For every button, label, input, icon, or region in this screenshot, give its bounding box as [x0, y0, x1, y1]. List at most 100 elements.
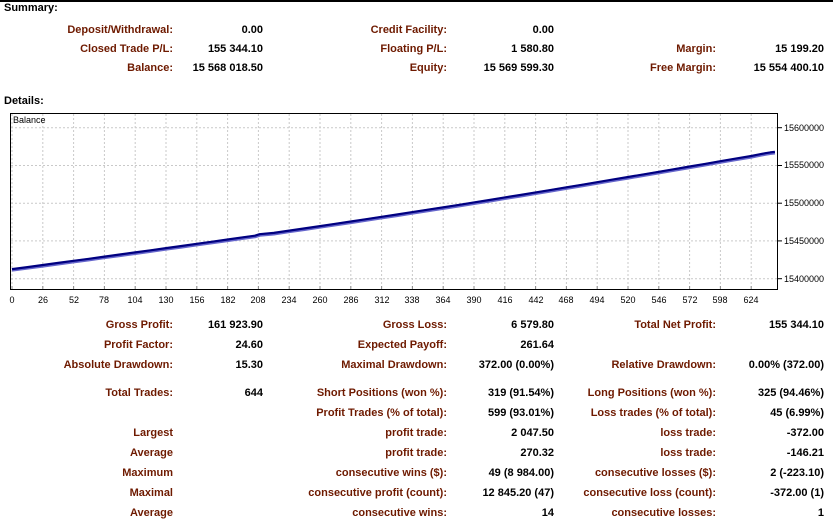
stat-label: Maximal: [129, 487, 173, 499]
y-axis-label: 15450000: [784, 236, 825, 246]
stat-label: [554, 21, 716, 40]
x-axis-label: 364: [435, 295, 451, 305]
stat-label: Floating P/L:: [380, 43, 447, 55]
stat-label: Expected Payoff:: [357, 339, 447, 351]
stat-value: 261.64: [520, 339, 554, 351]
x-axis-label: 546: [651, 295, 667, 305]
stat-value: 1: [817, 507, 824, 519]
stat-label: [554, 335, 716, 355]
stat-label: loss trade:: [660, 447, 716, 459]
stat-value: [173, 403, 263, 423]
x-axis-label: 598: [712, 295, 728, 305]
x-axis-label: 416: [497, 295, 513, 305]
x-axis-label: 520: [620, 295, 636, 305]
stat-label: [0, 403, 173, 423]
stat-label: Total Net Profit:: [634, 319, 716, 331]
stat-label: consecutive losses ($):: [594, 467, 716, 479]
stat-value: 2 (-223.10): [770, 467, 824, 479]
x-axis-label: 52: [68, 295, 79, 305]
stat-label: consecutive wins:: [352, 507, 447, 519]
y-axis-label: 15500000: [784, 198, 825, 208]
stat-value: 15 569 599.30: [483, 62, 554, 74]
stat-value: [173, 503, 263, 523]
stat-label: Maximum: [122, 467, 173, 479]
stat-value: 1 580.80: [511, 43, 554, 55]
stat-label: Deposit/Withdrawal:: [67, 24, 173, 36]
stat-value: [173, 443, 263, 463]
stat-label: Loss trades (% of total):: [590, 407, 716, 419]
stat-label: profit trade:: [385, 427, 447, 439]
x-axis-label: 312: [374, 295, 390, 305]
stat-value: 325 (94.46%): [757, 387, 824, 399]
x-axis-label: 208: [250, 295, 266, 305]
stat-value: 24.60: [235, 339, 263, 351]
window-edge: [0, 0, 833, 2]
stat-value: 0.00% (372.00): [748, 359, 824, 371]
stat-value: 15 568 018.50: [192, 62, 263, 74]
stat-value: 2 047.50: [511, 427, 554, 439]
stat-value: 155 344.10: [207, 43, 263, 55]
stat-label: consecutive profit (count):: [308, 487, 447, 499]
stat-label: Largest: [133, 427, 173, 439]
stat-label: loss trade:: [660, 427, 716, 439]
x-axis-label: 26: [37, 295, 48, 305]
x-axis-label: 624: [743, 295, 759, 305]
x-axis-label: 0: [9, 295, 15, 305]
x-axis-label: 260: [312, 295, 328, 305]
stat-label: Total Trades:: [105, 387, 173, 399]
stat-value: -372.00: [786, 427, 824, 439]
stat-label: profit trade:: [385, 447, 447, 459]
x-axis-label: 286: [343, 295, 359, 305]
x-axis-label: 156: [189, 295, 205, 305]
details-grid-bottom: Total Trades: 644 Short Positions (won %…: [0, 383, 824, 523]
x-axis-label: 130: [158, 295, 174, 305]
y-axis-label: 15550000: [784, 160, 825, 170]
x-axis-label: 182: [220, 295, 236, 305]
x-axis-label: 468: [558, 295, 574, 305]
stat-value: 45 (6.99%): [770, 407, 824, 419]
x-axis-label: 78: [98, 295, 109, 305]
stat-value: 15.30: [235, 359, 263, 371]
stat-label: Short Positions (won %):: [316, 387, 447, 399]
details-heading: Details:: [4, 95, 44, 107]
stat-value: 644: [244, 387, 263, 399]
summary-heading: Summary:: [4, 2, 58, 14]
stat-value: 155 344.10: [768, 319, 824, 331]
x-axis-label: 572: [682, 295, 698, 305]
stat-label: Balance:: [127, 62, 173, 74]
stat-value: 15 199.20: [775, 43, 824, 55]
stat-value: [173, 423, 263, 443]
stat-label: Free Margin:: [649, 62, 716, 74]
stat-label: Closed Trade P/L:: [80, 43, 173, 55]
summary-grid: Deposit/Withdrawal: 0.00 Credit Facility…: [0, 21, 824, 78]
stat-value: 372.00 (0.00%): [478, 359, 554, 371]
stat-label: Credit Facility:: [370, 24, 447, 36]
stat-value: 14: [541, 507, 554, 519]
stat-value: 319 (91.54%): [487, 387, 554, 399]
details-grid-top: Gross Profit: 161 923.90 Gross Loss: 6 5…: [0, 315, 824, 375]
stat-label: consecutive wins ($):: [335, 467, 447, 479]
x-axis-label: 442: [528, 295, 544, 305]
stat-value: 6 579.80: [511, 319, 554, 331]
stat-value: 599 (93.01%): [487, 407, 554, 419]
stat-label: Profit Factor:: [103, 339, 173, 351]
stat-value: 15 554 400.10: [753, 62, 824, 74]
x-axis-label: 338: [404, 295, 420, 305]
y-axis-label: 15600000: [784, 123, 825, 133]
stat-value: -372.00 (1): [770, 487, 824, 499]
stat-value: 0.00: [532, 24, 554, 36]
x-axis-label: 234: [281, 295, 297, 305]
stat-value: 270.32: [520, 447, 554, 459]
balance-chart: Balance 15400000 15450000 15500000 15550000…: [9, 113, 833, 318]
stat-label: Equity:: [409, 62, 447, 74]
stat-label: Long Positions (won %):: [587, 387, 716, 399]
stat-value: -146.21: [786, 447, 824, 459]
stat-value: 49 (8 984.00): [488, 467, 554, 479]
stat-value: 0.00: [241, 24, 263, 36]
x-axis-label: 494: [589, 295, 605, 305]
stat-label: consecutive loss (count):: [583, 487, 716, 499]
stat-label: consecutive losses:: [611, 507, 716, 519]
stat-label: Absolute Drawdown:: [63, 359, 173, 371]
stat-value: [716, 335, 824, 355]
y-axis-label: 15400000: [784, 274, 825, 284]
